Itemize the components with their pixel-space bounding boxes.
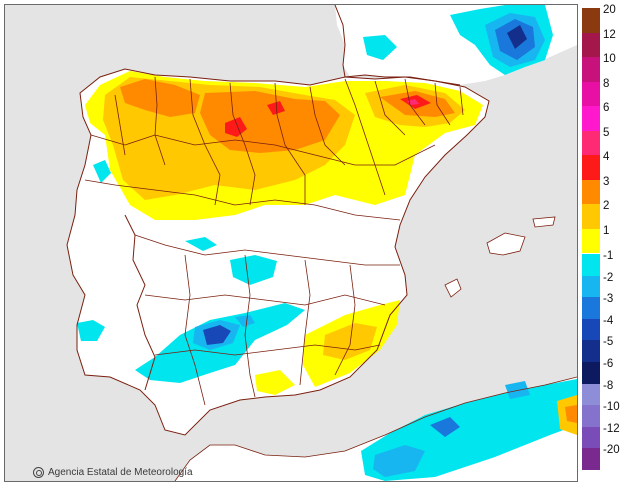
legend-positive-label: 3 xyxy=(603,175,610,188)
legend-negative-swatch xyxy=(582,254,600,276)
legend-positive-label: 1 xyxy=(603,224,610,237)
balearic-menorca xyxy=(533,217,555,227)
legend-positive-label: 8 xyxy=(603,77,610,90)
legend-positive-swatch xyxy=(582,32,600,57)
legend-negative-swatch xyxy=(582,426,600,449)
legend-negative-label: -2 xyxy=(603,271,614,284)
legend-negative-swatch xyxy=(582,383,600,406)
anomaly-fields xyxy=(77,5,577,481)
legend-positive-swatch xyxy=(582,155,600,180)
legend-negative-label: -8 xyxy=(603,379,614,392)
legend-negative-label: -5 xyxy=(603,336,614,349)
province-borders xyxy=(84,76,464,406)
legend-positive-swatch xyxy=(582,81,600,106)
legend-positive-swatch xyxy=(582,106,600,131)
legend-negative-swatch xyxy=(582,318,600,341)
anomaly-map xyxy=(66,5,577,481)
legend-positive-label: 5 xyxy=(603,126,610,139)
legend-negative-label: -1 xyxy=(603,250,614,262)
legend-negative-swatch xyxy=(582,340,600,362)
credit-text: Agencia Estatal de Meteorología xyxy=(48,467,193,478)
legend-negative-label: -3 xyxy=(603,293,614,306)
map-panel: Agencia Estatal de Meteorología xyxy=(4,4,578,482)
balearic-mallorca xyxy=(487,233,525,255)
legend-positive-swatch xyxy=(582,204,600,229)
legend-negative-label: -10 xyxy=(603,401,620,414)
legend-positive-label: 6 xyxy=(603,102,610,114)
legend-positive-swatch xyxy=(582,130,600,155)
coastline xyxy=(66,68,490,436)
legend-positive-swatch xyxy=(582,8,600,33)
legend-negative-swatch xyxy=(582,362,600,384)
legend-positive-label: 10 xyxy=(603,53,616,65)
legend-negative-swatch xyxy=(582,448,600,470)
legend-negative-swatch xyxy=(582,297,600,319)
legend-positive-swatch xyxy=(582,228,600,253)
legend-negative-label: -12 xyxy=(603,422,620,435)
legend-positive-label: 2 xyxy=(603,200,610,212)
legend-positive-label: 20 xyxy=(603,4,616,16)
legend-negative-label: -20 xyxy=(603,444,620,457)
legend-negative-swatch xyxy=(582,405,600,427)
balearic-ibiza xyxy=(445,279,461,297)
credit-line: Agencia Estatal de Meteorología xyxy=(33,467,193,478)
legend-positive-swatch xyxy=(582,179,600,204)
legend-positive-label: 12 xyxy=(603,28,616,41)
legend-positive-swatch xyxy=(582,57,600,82)
color-legend: 20 12 10 8 6 5 4 3 2 1 -1 -2 -3 -4 -5 -6 -8 -10 -12 -20 xyxy=(582,4,630,478)
legend-positive-label: 4 xyxy=(603,151,610,163)
legend-negative-swatch xyxy=(582,275,600,298)
legend-negative-label: -6 xyxy=(603,358,614,370)
legend-negative-label: -4 xyxy=(603,314,614,327)
aemet-logo-icon xyxy=(33,467,44,478)
national-borders xyxy=(124,5,461,391)
